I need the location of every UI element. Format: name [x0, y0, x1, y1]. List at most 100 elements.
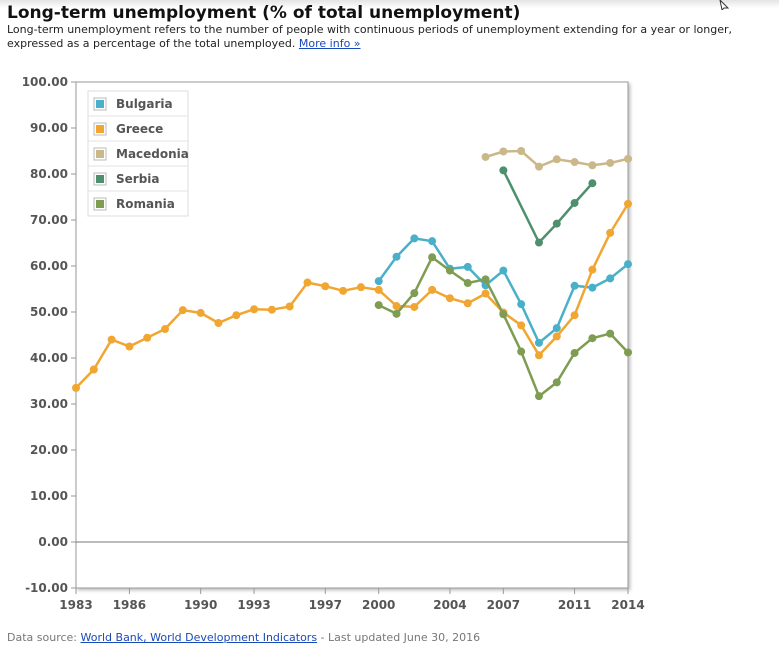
data-point-bulgaria: [392, 252, 401, 261]
data-point-greece: [606, 228, 615, 237]
data-point-bulgaria: [517, 300, 526, 309]
data-point-greece: [534, 351, 543, 360]
data-point-romania: [534, 392, 543, 401]
footer: Data source: World Bank, World Developme…: [7, 631, 480, 644]
data-point-greece: [428, 285, 437, 294]
y-tick-label: -10.00: [25, 581, 68, 595]
data-point-greece: [463, 299, 472, 308]
data-point-serbia: [534, 238, 543, 247]
data-point-bulgaria: [624, 260, 632, 269]
legend-swatch-greece: [96, 125, 104, 133]
legend-swatch-bulgaria: [96, 100, 104, 108]
legend-label-macedonia: Macedonia: [116, 147, 189, 161]
chart-title: Long-term unemployment (% of total unemp…: [7, 3, 521, 23]
series-macedonia: [481, 147, 632, 171]
footer-prefix: Data source:: [7, 631, 81, 644]
data-point-macedonia: [499, 147, 508, 156]
chart-description: Long-term unemployment refers to the num…: [7, 23, 779, 50]
data-point-greece: [552, 332, 561, 341]
data-point-bulgaria: [606, 274, 615, 283]
data-point-greece: [321, 282, 330, 291]
data-point-greece: [89, 365, 98, 374]
data-point-greece: [588, 265, 597, 274]
data-point-macedonia: [606, 158, 615, 167]
y-tick-label: 10.00: [30, 489, 68, 503]
data-point-macedonia: [481, 152, 490, 161]
data-point-greece: [196, 308, 205, 317]
data-point-greece: [72, 383, 80, 392]
y-tick-label: 60.00: [30, 259, 68, 273]
data-point-greece: [517, 321, 526, 330]
data-point-romania: [374, 301, 383, 310]
data-point-greece: [125, 342, 134, 351]
data-point-greece: [624, 199, 632, 208]
data-point-greece: [178, 306, 187, 315]
data-point-serbia: [552, 219, 561, 228]
data-point-greece: [570, 311, 579, 320]
line-chart: 100.00 90.00 80.00 70.00 60.00 50.00 40.00 30.0…: [22, 75, 645, 612]
y-tick-label: 70.00: [30, 213, 68, 227]
data-point-macedonia: [570, 158, 579, 167]
data-point-macedonia: [552, 155, 561, 164]
data-point-serbia: [499, 166, 508, 175]
data-point-greece: [356, 283, 365, 292]
series-layer: [72, 147, 632, 401]
data-point-greece: [267, 305, 276, 314]
data-point-bulgaria: [534, 338, 543, 347]
y-tick-label: 90.00: [30, 121, 68, 135]
data-point-greece: [410, 302, 419, 311]
top-shade: [0, 0, 779, 8]
x-tick-label: 2014: [611, 598, 644, 612]
data-point-romania: [517, 347, 526, 356]
y-tick-label: 40.00: [30, 351, 68, 365]
data-source-link[interactable]: World Bank, World Development Indicators: [80, 631, 318, 644]
legend: Bulgaria Greece Macedonia Serbia Romania: [87, 90, 189, 217]
data-point-bulgaria: [499, 266, 508, 275]
legend-swatch-romania: [96, 200, 104, 208]
data-point-romania: [588, 334, 597, 343]
data-point-romania: [570, 348, 579, 357]
data-point-greece: [481, 289, 490, 298]
x-tick-label: 1997: [309, 598, 342, 612]
data-point-bulgaria: [588, 283, 597, 292]
mouse-cursor-icon: [719, 0, 730, 10]
data-point-macedonia: [517, 147, 526, 155]
data-point-greece: [339, 286, 348, 295]
data-point-bulgaria: [410, 234, 419, 243]
legend-label-romania: Romania: [116, 197, 175, 211]
data-point-greece: [445, 294, 454, 303]
data-point-bulgaria: [463, 262, 472, 271]
data-point-romania: [552, 378, 561, 387]
data-point-greece: [232, 311, 241, 320]
data-point-greece: [214, 319, 223, 328]
data-point-romania: [410, 289, 419, 298]
data-point-bulgaria: [428, 237, 437, 246]
description-text: Long-term unemployment refers to the num…: [7, 23, 732, 50]
y-tick-label: 30.00: [30, 397, 68, 411]
data-point-romania: [392, 309, 401, 318]
legend-swatch-serbia: [96, 175, 104, 183]
y-tick-label: 50.00: [30, 305, 68, 319]
more-info-link[interactable]: More info »: [298, 36, 361, 50]
data-point-macedonia: [534, 162, 543, 171]
data-point-greece: [392, 302, 401, 311]
data-point-macedonia: [588, 161, 597, 170]
data-point-greece: [143, 333, 152, 342]
legend-swatch-macedonia: [96, 150, 104, 158]
data-point-serbia: [588, 179, 597, 188]
data-point-greece: [107, 335, 116, 344]
y-tick-label: 0.00: [38, 535, 68, 549]
data-point-romania: [463, 279, 472, 288]
x-tick-label: 2011: [558, 598, 591, 612]
data-point-bulgaria: [570, 281, 579, 290]
x-tick-label: 1993: [237, 598, 270, 612]
data-point-bulgaria: [552, 324, 561, 333]
y-tick-label: 100.00: [22, 75, 68, 89]
series-serbia: [499, 166, 597, 247]
footer-suffix: - Last updated June 30, 2016: [317, 631, 481, 644]
series-romania: [374, 253, 632, 401]
data-point-greece: [374, 285, 383, 294]
data-point-greece: [250, 305, 259, 314]
data-point-romania: [428, 253, 437, 262]
x-tick-label: 2000: [362, 598, 395, 612]
